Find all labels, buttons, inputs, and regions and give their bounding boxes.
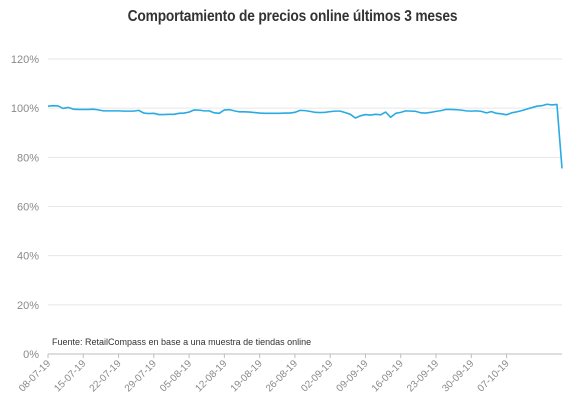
gridlines [48,58,562,355]
x-tick-label: 09-09-19 [335,358,371,394]
y-tick-label: 80% [17,152,39,164]
x-tick-label: 19-08-19 [229,358,265,394]
x-tick-label: 05-08-19 [158,358,194,394]
y-tick-label: 100% [11,103,39,115]
y-tick-label: 40% [17,251,39,263]
y-tick-label: 60% [17,202,39,214]
x-tick-label: 12-08-19 [193,358,229,394]
x-tick-label: 15-07-19 [52,358,88,394]
x-tick-label: 08-07-19 [17,358,53,394]
x-tick-label: 26-08-19 [264,358,300,394]
y-tick-label: 0% [23,349,39,361]
x-tick-label: 07-10-19 [476,358,512,394]
series-line [47,103,563,169]
source-note: Fuente: RetailCompass en base a una mues… [52,337,311,347]
x-tick-label: 30-09-19 [440,358,476,394]
y-tick-label: 20% [17,300,39,312]
x-tick-label: 29-07-19 [123,358,159,394]
chart-title: Comportamiento de precios online últimos… [127,8,458,25]
x-tick-label: 16-09-19 [370,358,406,394]
x-tick-label: 02-09-19 [299,358,335,394]
x-tick-label: 22-07-19 [88,358,124,394]
y-axis: 0% 20% 40% 60% 80% 100% 120% [11,54,39,361]
y-tick-label: 120% [11,54,39,66]
x-axis: 08-07-19 15-07-19 22-07-19 29-07-19 05-08-19… [17,354,512,394]
x-tick-label: 23-09-19 [405,358,441,394]
